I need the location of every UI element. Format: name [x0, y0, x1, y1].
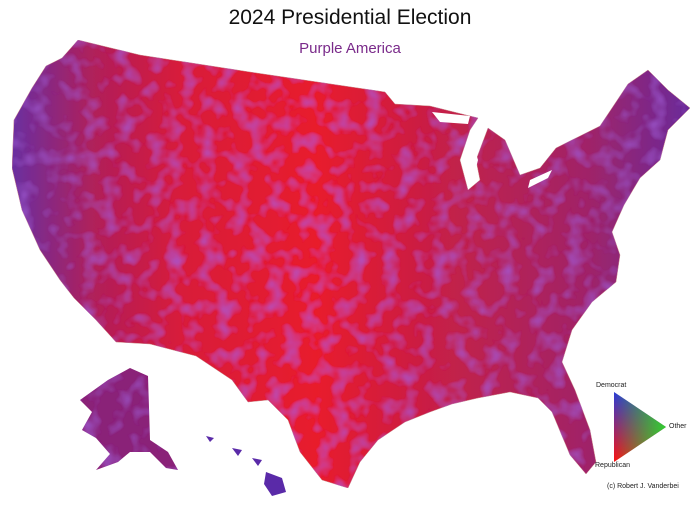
credit: (c) Robert J. Vanderbei [607, 483, 679, 490]
legend-republican-label: Republican [595, 462, 631, 469]
map-subtitle: Purple America [299, 40, 401, 57]
legend-triangle [614, 392, 666, 462]
alaska [80, 368, 178, 470]
map-title: 2024 Presidential Election [228, 6, 472, 29]
hawaii [206, 436, 286, 496]
legend-other-label: Other [669, 423, 687, 430]
contiguous-us [11, 39, 691, 489]
legend-democrat-label: Democrat [596, 382, 627, 389]
great-lakes [432, 112, 552, 188]
